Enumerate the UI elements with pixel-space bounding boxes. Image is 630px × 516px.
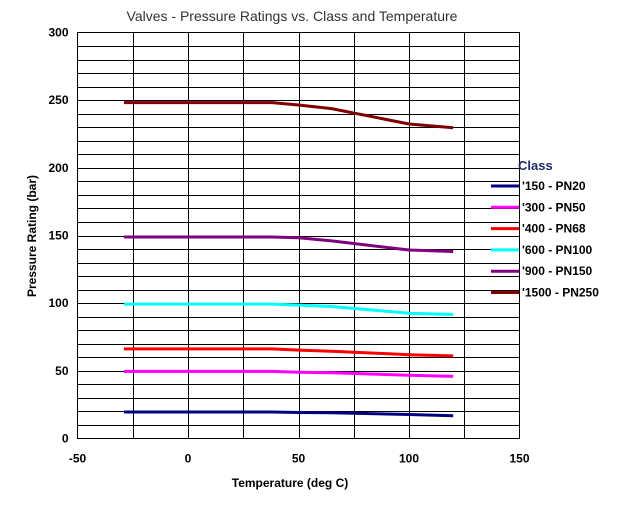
series-line-3 bbox=[123, 302, 454, 316]
series-line-0 bbox=[123, 410, 454, 418]
y-tick-label: 100 bbox=[48, 296, 68, 310]
series-line-5 bbox=[123, 101, 454, 130]
x-tick-label: -50 bbox=[69, 452, 87, 466]
x-axis-ticks: -50 0 50 100 150 bbox=[69, 452, 530, 466]
x-tick-label: 50 bbox=[292, 452, 306, 466]
y-tick-label: 0 bbox=[62, 432, 69, 446]
legend-entry-label: '600 - PN100 bbox=[522, 243, 593, 257]
legend-entry-label: '300 - PN50 bbox=[522, 200, 586, 214]
series-line-2 bbox=[123, 347, 454, 358]
y-tick-label: 50 bbox=[55, 364, 69, 378]
y-axis-ticks: 0 50 100 150 200 250 300 bbox=[48, 26, 68, 446]
y-tick-label: 200 bbox=[48, 161, 68, 175]
legend: Class '150 - PN20 '300 - PN50 '400 - PN68 '… bbox=[491, 158, 599, 300]
series-line-1 bbox=[123, 369, 454, 378]
y-tick-label: 150 bbox=[48, 229, 68, 243]
series-lines bbox=[123, 101, 454, 418]
y-axis-label: Pressure Rating (bar) bbox=[25, 175, 39, 297]
series-line-4 bbox=[123, 235, 454, 253]
x-tick-label: 100 bbox=[399, 452, 419, 466]
x-tick-label: 0 bbox=[185, 452, 192, 466]
y-tick-label: 250 bbox=[48, 93, 68, 107]
legend-entry-label: '150 - PN20 bbox=[522, 179, 586, 193]
chart-title: Valves - Pressure Ratings vs. Class and … bbox=[127, 8, 458, 24]
legend-entry-label: '1500 - PN250 bbox=[522, 286, 599, 300]
legend-entry-label: '900 - PN150 bbox=[522, 264, 593, 278]
legend-entry-label: '400 - PN68 bbox=[522, 222, 586, 236]
y-tick-label: 300 bbox=[48, 26, 68, 40]
legend-title: Class bbox=[518, 158, 553, 173]
x-tick-label: 150 bbox=[509, 452, 529, 466]
x-axis-label: Temperature (deg C) bbox=[232, 476, 348, 490]
